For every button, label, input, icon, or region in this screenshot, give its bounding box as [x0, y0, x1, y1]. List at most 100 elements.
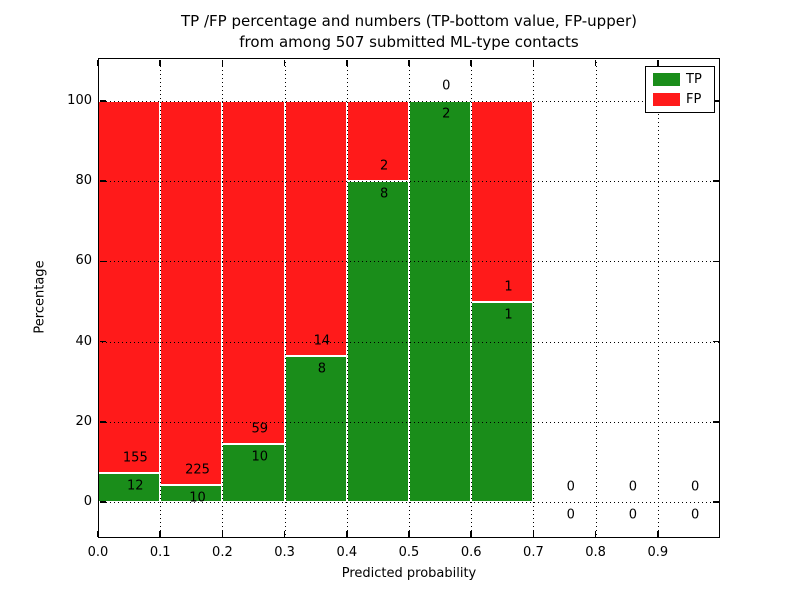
chart-title-line-2: from among 507 submitted ML-type contact…: [239, 33, 579, 51]
x-gridline: [595, 58, 597, 538]
x-tick: [97, 59, 99, 66]
bar-tp-segment: [409, 101, 472, 502]
y-tick: [99, 180, 106, 182]
x-tick: [594, 59, 597, 66]
legend-swatch-icon: [653, 73, 680, 86]
bar-tp-segment: [471, 301, 534, 502]
x-tick: [594, 530, 597, 537]
fp-count-label: 14: [313, 333, 331, 349]
y-tick-label: 60: [75, 253, 92, 269]
y-tick: [712, 340, 719, 343]
x-tick: [221, 530, 224, 537]
x-tick: [221, 59, 224, 66]
tp-count-label: 12: [127, 478, 144, 494]
x-tick: [532, 530, 535, 537]
bar-tp-segment: [346, 181, 409, 502]
x-tick: [532, 59, 535, 66]
tp-count-label: 8: [317, 361, 327, 377]
y-tick: [99, 340, 106, 343]
x-tick-label: 0.6: [460, 545, 482, 560]
tp-count-label: 0: [566, 507, 575, 523]
legend: TP FP: [645, 66, 715, 113]
fp-count-label: 1: [504, 279, 513, 294]
legend-swatch-icon: [653, 93, 680, 106]
tp-count-label: 0: [628, 507, 638, 523]
x-tick-label: 0.9: [647, 545, 669, 560]
y-tick: [712, 421, 719, 423]
tp-count-label: 1: [504, 307, 513, 322]
y-tick-label: 80: [75, 173, 92, 189]
y-tick: [99, 501, 106, 503]
fp-count-label: 2: [379, 158, 389, 174]
fp-count-label: 0: [442, 78, 451, 94]
bar-fp-segment: [471, 101, 534, 302]
x-gridline: [222, 58, 224, 538]
y-tick: [712, 260, 719, 263]
x-tick: [657, 59, 659, 66]
fp-count-label: 225: [185, 462, 210, 478]
x-tick: [283, 530, 286, 537]
x-tick: [159, 59, 161, 66]
y-tick: [99, 260, 106, 263]
x-tick: [346, 530, 348, 537]
y-tick-label: 100: [67, 93, 92, 108]
bar-fp-segment: [160, 101, 223, 485]
x-gridline: [160, 58, 162, 538]
legend-label: TP: [686, 72, 702, 87]
x-tick-label: 0.2: [212, 545, 233, 560]
x-tick: [408, 59, 410, 66]
tp-count-label: 2: [442, 106, 451, 122]
y-axis-label: Percentage: [32, 260, 48, 334]
tp-count-label: 0: [690, 507, 700, 523]
x-gridline: [346, 58, 348, 538]
fp-count-label: 0: [690, 479, 700, 495]
x-tick: [283, 59, 286, 66]
x-tick: [159, 530, 161, 537]
x-tick-label: 0.4: [336, 545, 358, 560]
chart-title: TP /FP percentage and numbers (TP-bottom…: [98, 11, 720, 53]
fp-count-label: 59: [251, 421, 268, 437]
x-tick: [470, 59, 472, 66]
bar-fp-segment: [98, 101, 161, 474]
y-tick: [99, 100, 106, 102]
x-tick-label: 0.1: [149, 545, 171, 560]
x-gridline: [533, 58, 535, 538]
x-gridline: [471, 58, 473, 538]
x-tick-label: 0.0: [87, 545, 109, 560]
x-tick: [657, 530, 659, 537]
legend-label: FP: [686, 92, 702, 107]
y-tick-label: 40: [75, 333, 92, 349]
x-tick-label: 0.3: [274, 545, 295, 560]
tp-count-label: 10: [189, 490, 206, 506]
bar-tp-segment: [284, 356, 347, 502]
y-tick-label: 0: [83, 494, 92, 509]
x-gridline: [657, 58, 659, 538]
fp-count-label: 155: [122, 450, 148, 466]
tp-count-label: 8: [379, 186, 389, 202]
x-gridline: [284, 58, 286, 538]
tp-count-label: 10: [251, 449, 268, 465]
y-tick: [99, 421, 106, 423]
x-tick: [97, 530, 99, 537]
x-tick: [470, 530, 472, 537]
x-tick: [346, 59, 348, 66]
bar-fp-segment: [284, 101, 347, 357]
x-tick-label: 0.8: [585, 545, 606, 560]
y-tick-label: 20: [75, 413, 92, 429]
x-gridline: [98, 58, 99, 538]
x-tick-label: 0.5: [398, 545, 420, 560]
y-tick: [712, 100, 719, 102]
x-gridline: [409, 58, 410, 538]
x-tick: [408, 530, 410, 537]
x-axis-label: Predicted probability: [341, 566, 477, 581]
x-tick-label: 0.7: [523, 545, 544, 560]
y-tick: [712, 501, 719, 503]
fp-count-label: 0: [628, 479, 638, 495]
y-tick: [712, 180, 719, 182]
chart-title-line-1: TP /FP percentage and numbers (TP-bottom…: [181, 12, 637, 30]
legend-entry-tp: TP: [646, 73, 714, 86]
bar-fp-segment: [222, 101, 285, 444]
fp-count-label: 0: [566, 479, 575, 495]
bar-fp-segment: [346, 101, 409, 182]
